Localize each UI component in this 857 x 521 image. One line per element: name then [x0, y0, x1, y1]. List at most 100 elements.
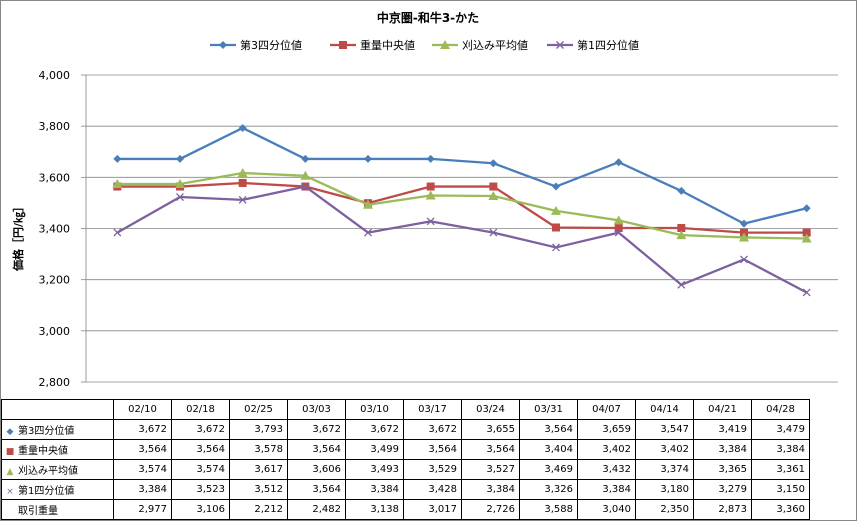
- data-point: [739, 232, 749, 242]
- table-cell: 3,040: [577, 499, 636, 520]
- table-cell: 3,384: [577, 479, 636, 500]
- y-tick-label: 3,400: [39, 223, 71, 236]
- table-cell: 3,672: [171, 419, 230, 440]
- data-point: [802, 288, 811, 297]
- legend-item: 第3四分位値: [210, 38, 302, 52]
- data-point: [300, 170, 311, 180]
- data-point: [740, 255, 748, 264]
- series-3: [112, 167, 812, 243]
- table-cell: 3,499: [345, 439, 404, 460]
- table-cell: 3,529: [403, 459, 462, 480]
- table-row-label: 刈込み平均値: [18, 466, 78, 477]
- y-tick-label: 4,000: [39, 69, 71, 82]
- chart-title: 中京圏-和牛3-かた: [377, 10, 479, 25]
- table-cell: 3,384: [113, 479, 172, 500]
- data-point: [801, 233, 812, 243]
- table-cell: 3,672: [287, 419, 346, 440]
- table-cell: 3,527: [461, 459, 520, 480]
- data-point: [613, 215, 624, 225]
- data-point: [551, 205, 561, 215]
- legend-marker: [440, 40, 450, 49]
- data-point: [364, 228, 372, 237]
- table-row-label: 第3四分位値: [18, 426, 75, 437]
- table-row-label: 取引重量: [18, 506, 58, 517]
- table-row-header: 取引重量: [1, 499, 114, 520]
- table-cell: 3,512: [229, 479, 288, 500]
- data-point: [676, 230, 687, 240]
- data-point: [677, 280, 686, 289]
- table-cell: 3,402: [577, 439, 636, 460]
- table-cell: 2,482: [287, 499, 346, 520]
- y-tick-label: 3,000: [39, 325, 71, 338]
- table-cell: 3,564: [287, 439, 346, 460]
- data-point: [238, 123, 247, 132]
- data-point: [614, 228, 623, 237]
- table-cell: 3,655: [461, 419, 520, 440]
- table-cell: 3,574: [113, 459, 172, 480]
- series-line: [117, 181, 807, 234]
- legend-marker: [339, 41, 347, 49]
- table-row-label: 第1四分位値: [18, 486, 75, 497]
- y-tick-label: 3,600: [39, 171, 71, 184]
- data-point: [113, 154, 122, 163]
- table-row: ▲ 刈込み平均値 3,574 3,574 3,617 3,606 3,493 3,529 3,5…: [1, 459, 810, 480]
- data-point: [301, 182, 310, 191]
- table-cell: 2,212: [229, 499, 288, 520]
- table-row-header: ■ 重量中央値: [1, 439, 114, 460]
- table-cell: 3,374: [635, 459, 694, 480]
- data-point: [301, 154, 310, 163]
- table-cell: 3,138: [345, 499, 404, 520]
- legend-label: 重量中央値: [360, 38, 415, 52]
- table-cell: 3,365: [693, 459, 752, 480]
- legend-key-icon: ×: [6, 487, 14, 497]
- table-cell: 2,977: [113, 499, 172, 520]
- data-point: [489, 228, 498, 237]
- data-point: [426, 182, 435, 191]
- table-cell: 3,564: [461, 439, 520, 460]
- y-tick-label: 3,200: [39, 274, 71, 287]
- y-axis: 2,800 3,000 3,200 3,400 3,600 3,800 4,000: [39, 69, 87, 389]
- data-point: [176, 193, 184, 201]
- legend-label: 刈込み平均値: [462, 39, 528, 52]
- legend-key-icon: ■: [5, 447, 15, 457]
- table-cell: 2,350: [635, 499, 694, 520]
- data-point: [552, 223, 560, 232]
- series-line: [116, 185, 808, 294]
- table-cell: 3,384: [345, 479, 404, 500]
- table-cell: 3,384: [751, 439, 810, 460]
- table-cell: 3,659: [577, 419, 636, 440]
- table-cell: 3,017: [403, 499, 462, 520]
- table-column-header: 04/21: [693, 399, 752, 420]
- table-cell: 3,564: [287, 479, 346, 500]
- legend-item: 刈込み平均値: [432, 39, 528, 52]
- table-cell: 3,106: [171, 499, 230, 520]
- table-cell: 3,564: [519, 419, 578, 440]
- table-cell: 3,384: [693, 439, 752, 460]
- legend-item: 第1四分位値: [547, 38, 639, 52]
- table-cell: 3,606: [287, 459, 346, 480]
- data-point: [175, 178, 185, 188]
- table-cell: 3,479: [751, 419, 810, 440]
- table-column-header: 04/07: [577, 399, 636, 420]
- data-table: 02/10 02/18 02/25 03/03 03/10 03/17 03/24 03/31…: [1, 399, 810, 520]
- table-row-header: ◆ 第3四分位値: [1, 419, 114, 440]
- data-point: [802, 204, 811, 213]
- data-point: [740, 219, 748, 228]
- data-point: [363, 199, 373, 209]
- table-row-label: 重量中央値: [18, 446, 68, 457]
- series-1: [113, 123, 811, 228]
- data-point: [802, 228, 811, 237]
- data-point: [614, 223, 623, 232]
- data-point: [552, 182, 560, 191]
- data-point: [677, 186, 686, 195]
- table-cell: 3,428: [403, 479, 462, 500]
- table-column-header: 02/10: [113, 399, 172, 420]
- table-row: ◆ 第3四分位値 3,672 3,672 3,793 3,672 3,672 3,672 3,6…: [1, 419, 810, 440]
- table-column-header: 03/17: [403, 399, 462, 420]
- y-tick-label: 3,800: [39, 120, 71, 133]
- table-column-header: 02/18: [171, 399, 230, 420]
- table-cell: 3,469: [519, 459, 578, 480]
- data-point: [237, 167, 248, 177]
- table-cell: 3,279: [693, 479, 752, 500]
- table-cell: 2,873: [693, 499, 752, 520]
